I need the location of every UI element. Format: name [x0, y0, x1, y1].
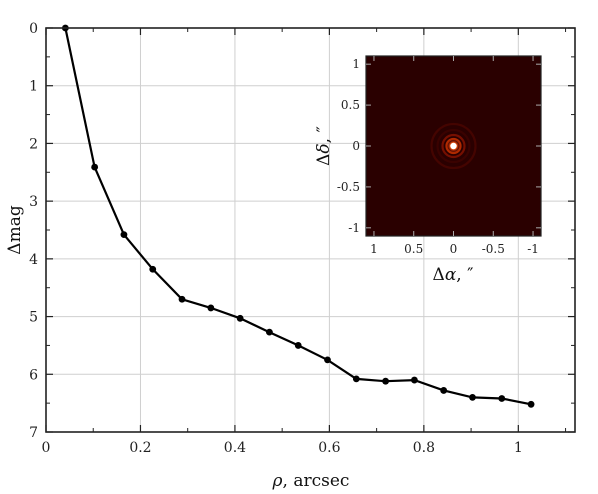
- inset-y-axis-label: Δδ, ″: [314, 126, 334, 166]
- x-axis-label: ρ, arcsec: [272, 471, 350, 491]
- inset-plot: 1 0.5 0 -0.5 -1 1 0.5 0 -0.5 -1: [337, 55, 542, 256]
- y-tick-label: 4: [29, 252, 38, 268]
- data-point: [352, 375, 360, 383]
- y-tick-label: 5: [29, 310, 38, 326]
- inset-speckle-image: [430, 122, 477, 170]
- inset-y-tick-label: -1: [348, 221, 360, 235]
- y-tick-label: 0: [29, 21, 38, 37]
- y-tick-label: 1: [29, 79, 38, 95]
- psf-core: [450, 142, 457, 150]
- data-point: [120, 231, 128, 239]
- data-point: [207, 304, 215, 312]
- y-tick-label: 6: [29, 367, 38, 383]
- inset-x-axis-label: Δα, ″: [433, 265, 474, 285]
- y-tick-label: 3: [29, 194, 38, 210]
- x-tick-label: 0.8: [413, 440, 435, 456]
- diffraction-ring: [441, 133, 466, 159]
- inset-y-tick-label: 0.5: [341, 98, 360, 112]
- inset-y-tick-label: 0: [352, 139, 360, 153]
- inset-x-tick-label: -1: [527, 242, 539, 256]
- inset-ticks: [366, 56, 541, 236]
- diffraction-ring: [436, 128, 471, 164]
- data-point: [382, 377, 389, 385]
- inset-tick-labels: 1 0.5 0 -0.5 -1 1 0.5 0 -0.5 -1: [337, 57, 539, 256]
- series-points: [61, 24, 535, 408]
- main-grid: [46, 28, 575, 432]
- x-tick-label: 0: [42, 440, 51, 456]
- data-point: [91, 163, 99, 171]
- inset-y-tick-label: 1: [352, 57, 360, 71]
- inset-y-tick-label: -0.5: [337, 180, 360, 194]
- inset-x-tick-label: 0.5: [404, 242, 423, 256]
- x-tick-label: 0.2: [129, 440, 151, 456]
- data-point: [266, 328, 273, 336]
- data-point: [440, 387, 448, 394]
- data-point: [411, 376, 418, 384]
- data-point: [294, 342, 302, 349]
- x-tick-label: 0.4: [224, 440, 246, 456]
- diffraction-ring: [430, 122, 477, 170]
- data-point: [324, 356, 331, 364]
- data-point: [527, 400, 535, 408]
- data-point: [149, 265, 157, 273]
- y-axis-label: Δmag: [5, 205, 25, 255]
- y-tick-label: 2: [29, 136, 38, 152]
- x-tick-label: 1: [514, 440, 523, 456]
- data-point: [469, 393, 476, 401]
- main-tick-labels: 0 0.2 0.4 0.6 0.8 1 0 1 2 3 4 5 6 7: [29, 21, 523, 456]
- data-point: [236, 314, 244, 322]
- x-tick-label: 0.6: [318, 440, 340, 456]
- main-plot-frame: [45, 27, 576, 433]
- inset-x-tick-label: -0.5: [482, 242, 505, 256]
- inset-x-tick-label: 1: [370, 242, 378, 256]
- data-point: [498, 395, 506, 402]
- y-tick-label: 7: [29, 425, 38, 441]
- inset-x-tick-label: 0: [450, 242, 458, 256]
- data-point: [178, 295, 186, 303]
